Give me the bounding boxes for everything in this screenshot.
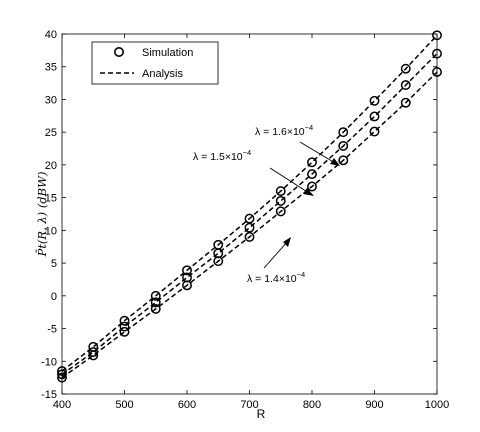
simulation-point-series-0	[119, 315, 130, 326]
simulation-point-series-1	[57, 369, 67, 380]
x-tick-label: 700	[240, 399, 258, 411]
simulation-point-series-1	[432, 48, 442, 59]
simulation-point-series-0	[307, 157, 317, 168]
annotation-lambda-15-main: λ = 1.5×10	[193, 151, 243, 163]
simulation-point-series-2	[275, 206, 286, 217]
simulation-point-series-1	[150, 297, 161, 308]
annotation-lambda-16-arrowhead	[330, 158, 340, 166]
simulation-point-series-2	[307, 181, 317, 192]
simulation-point-series-0	[400, 63, 411, 74]
annotation-lambda-15-arrow	[269, 167, 310, 194]
simulation-point-series-1	[275, 195, 286, 206]
simulation-point-series-0	[182, 265, 192, 276]
x-tick-label: 800	[303, 399, 321, 411]
annotation-lambda-15: λ = 1.5×10−4	[193, 148, 314, 196]
simulation-point-series-1	[338, 140, 349, 151]
simulation-point-series-2	[119, 326, 130, 337]
annotation-lambda-16-main: λ = 1.6×10	[255, 126, 305, 138]
legend: Simulation Analysis	[91, 41, 219, 85]
simulation-point-series-2	[400, 97, 411, 108]
x-tick-label: 500	[115, 399, 133, 411]
legend-box	[91, 41, 219, 85]
simulation-point-series-2	[244, 231, 255, 242]
simulation-point-series-2	[369, 126, 380, 137]
y-tick-label: 20	[45, 160, 57, 172]
annotation-lambda-14-arrowhead	[283, 237, 291, 247]
y-tick-label: -15	[41, 389, 57, 401]
simulation-point-series-0	[369, 95, 380, 106]
y-tick-label: -5	[47, 324, 57, 336]
y-tick-label: 15	[45, 193, 57, 205]
analysis-line-series-0	[61, 34, 438, 372]
legend-simulation-label: Simulation	[142, 47, 193, 59]
plot-area: 400 500 600 700 800 900 1000 -15 -10 -5 0 5 10 15 20 25…	[41, 29, 449, 411]
y-tick-label: 40	[45, 29, 57, 41]
annotation-lambda-14: λ = 1.4×10−4	[247, 237, 305, 285]
y-tick-label: 25	[45, 127, 57, 139]
y-tick-label: 10	[45, 225, 57, 237]
simulation-point-series-0	[244, 213, 255, 224]
simulation-point-series-0	[432, 30, 442, 41]
simulation-point-series-1	[369, 111, 380, 122]
simulation-point-series-2	[213, 256, 224, 267]
y-axis-label: P̄t(R, λ) (dBW)	[35, 172, 49, 258]
annotation-lambda-16-text: λ = 1.6×10−4	[255, 123, 313, 138]
x-tick-label: 600	[178, 399, 196, 411]
analysis-line-series-2	[61, 71, 438, 379]
simulation-point-series-0	[338, 127, 349, 138]
simulation-point-series-0	[57, 366, 67, 377]
y-tick-label: 0	[51, 291, 57, 303]
annotation-lambda-16: λ = 1.6×10−4	[255, 123, 340, 166]
x-tick-label: 1000	[425, 399, 449, 411]
y-tick-label: 35	[45, 62, 57, 74]
x-axis-label: R	[257, 407, 266, 421]
annotation-lambda-14-exponent: −4	[297, 270, 306, 279]
annotation-lambda-14-main: λ = 1.4×10	[247, 273, 297, 285]
annotation-lambda-14-arrow	[263, 240, 289, 269]
simulation-point-series-1	[244, 222, 255, 233]
simulation-point-series-2	[182, 280, 192, 291]
annotation-lambda-14-text: λ = 1.4×10−4	[247, 270, 305, 285]
simulation-point-series-2	[88, 350, 99, 361]
simulation-point-series-2	[57, 372, 67, 383]
simulation-point-series-1	[400, 80, 411, 91]
x-tick-label: 400	[53, 399, 71, 411]
annotation-lambda-15-exponent: −4	[243, 148, 252, 157]
y-tick-label: 30	[45, 94, 57, 106]
y-tick-label: 5	[51, 258, 57, 270]
simulation-point-series-2	[150, 303, 161, 314]
annotation-lambda-16-exponent: −4	[305, 123, 314, 132]
x-tick-label: 900	[365, 399, 383, 411]
simulation-point-series-1	[119, 321, 130, 332]
simulation-point-series-0	[150, 290, 161, 301]
annotation-lambda-15-arrowhead	[303, 188, 314, 196]
annotation-lambda-16-arrow	[299, 141, 336, 164]
y-tick-label: -10	[41, 356, 57, 368]
simulation-point-series-1	[307, 169, 317, 180]
simulation-point-series-2	[338, 155, 349, 166]
simulation-point-series-0	[275, 186, 286, 197]
legend-analysis-label: Analysis	[142, 68, 183, 80]
annotation-lambda-15-text: λ = 1.5×10−4	[193, 148, 251, 163]
legend-circle-marker	[114, 46, 125, 57]
simulation-point-series-2	[432, 67, 442, 77]
